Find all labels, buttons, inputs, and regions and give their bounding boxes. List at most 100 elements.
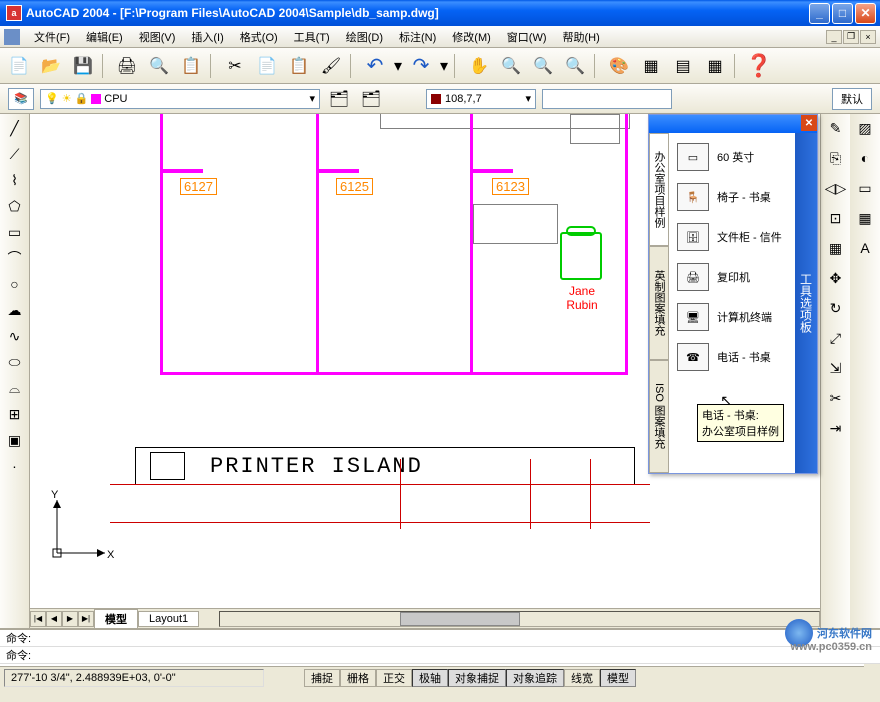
zoom-window-button[interactable]	[560, 51, 590, 81]
status-正交[interactable]: 正交	[376, 669, 412, 687]
copy-obj-button[interactable]: ⎘	[824, 146, 848, 170]
menu-标注(N)[interactable]: 标注(N)	[391, 27, 444, 47]
array-button[interactable]: ▦	[824, 236, 848, 260]
pan-button[interactable]	[464, 51, 494, 81]
tool-palettes-button[interactable]	[668, 51, 698, 81]
mdi-minimize[interactable]: _	[826, 30, 842, 44]
menu-帮助(H)[interactable]: 帮助(H)	[555, 27, 608, 47]
palette-item[interactable]: 🗄文件柜 - 信件	[673, 217, 791, 257]
status-对象追踪[interactable]: 对象追踪	[506, 669, 564, 687]
cmd-scrollbar[interactable]	[864, 664, 880, 702]
print-button[interactable]	[112, 51, 142, 81]
undo-button[interactable]	[360, 51, 390, 81]
publish-button[interactable]	[176, 51, 206, 81]
style-dropdown[interactable]: 默认	[832, 88, 872, 110]
menu-窗口(W)[interactable]: 窗口(W)	[499, 27, 555, 47]
menu-格式(O)[interactable]: 格式(O)	[232, 27, 286, 47]
spline-button[interactable]: ∿	[3, 324, 27, 348]
hatch-button[interactable]: ▨	[853, 116, 877, 140]
tab-nav-last[interactable]: ▶|	[78, 611, 94, 627]
zoom-realtime-button[interactable]	[496, 51, 526, 81]
polygon-button[interactable]: ⬠	[3, 194, 27, 218]
menu-文件(F)[interactable]: 文件(F)	[26, 27, 78, 47]
tab-model[interactable]: 模型	[94, 609, 138, 629]
region-button[interactable]: ▭	[853, 176, 877, 200]
maximize-button[interactable]: □	[832, 3, 853, 24]
new-button[interactable]	[4, 51, 34, 81]
rectangle-button[interactable]: ▭	[3, 220, 27, 244]
status-极轴[interactable]: 极轴	[412, 669, 448, 687]
redo-dropdown[interactable]: ▾	[438, 51, 450, 81]
point-button[interactable]: ·	[3, 454, 27, 478]
menu-编辑(E)[interactable]: 编辑(E)	[78, 27, 131, 47]
palette-item[interactable]: 🪑椅子 - 书桌	[673, 177, 791, 217]
erase-button[interactable]: ✎	[824, 116, 848, 140]
sheet-set-button[interactable]	[700, 51, 730, 81]
palette-item[interactable]: 🖥计算机终端	[673, 297, 791, 337]
palette-close-button[interactable]: ✕	[801, 115, 817, 131]
ellipse-button[interactable]: ⬭	[3, 350, 27, 374]
tab-nav-first[interactable]: |◀	[30, 611, 46, 627]
palette-tab-iso[interactable]: ISO 图案填充	[649, 360, 669, 473]
linetype-dropdown[interactable]	[542, 89, 672, 109]
rotate-button[interactable]: ↻	[824, 296, 848, 320]
command-line[interactable]: 命令: 命令:	[0, 628, 880, 666]
mdi-close[interactable]: ×	[860, 30, 876, 44]
tab-layout1[interactable]: Layout1	[138, 611, 199, 627]
make-block-button[interactable]: ▣	[3, 428, 27, 452]
revcloud-button[interactable]: ☁	[3, 298, 27, 322]
layer-states-button[interactable]: 🗂	[358, 88, 384, 110]
circle-button[interactable]: ○	[3, 272, 27, 296]
palette-item[interactable]: ▭60 英寸	[673, 137, 791, 177]
mtext-button[interactable]: A	[853, 236, 877, 260]
menu-插入(I)[interactable]: 插入(I)	[183, 27, 231, 47]
tab-nav-next[interactable]: ▶	[62, 611, 78, 627]
redo-button[interactable]	[406, 51, 436, 81]
palette-item[interactable]: ☎电话 - 书桌	[673, 337, 791, 377]
status-模型[interactable]: 模型	[600, 669, 636, 687]
save-button[interactable]	[68, 51, 98, 81]
gradient-button[interactable]: ◐	[853, 146, 877, 170]
ellipse-arc-button[interactable]: ⌓	[3, 376, 27, 400]
layer-manager-button[interactable]: 📚	[8, 88, 34, 110]
menu-修改(M)[interactable]: 修改(M)	[444, 27, 499, 47]
palette-item[interactable]: 🖨复印机	[673, 257, 791, 297]
stretch-button[interactable]: ⇲	[824, 356, 848, 380]
trim-button[interactable]: ✂	[824, 386, 848, 410]
designcenter-button[interactable]	[636, 51, 666, 81]
status-线宽[interactable]: 线宽	[564, 669, 600, 687]
layer-previous-button[interactable]: 🗂	[326, 88, 352, 110]
properties-button[interactable]	[604, 51, 634, 81]
offset-button[interactable]: ⊡	[824, 206, 848, 230]
copy-button[interactable]	[252, 51, 282, 81]
table-button[interactable]: ▦	[853, 206, 877, 230]
status-对象捕捉[interactable]: 对象捕捉	[448, 669, 506, 687]
mdi-restore[interactable]: ❐	[843, 30, 859, 44]
move-button[interactable]: ✥	[824, 266, 848, 290]
status-捕捉[interactable]: 捕捉	[304, 669, 340, 687]
line-button[interactable]: ╱	[3, 116, 27, 140]
extend-button[interactable]: ⇥	[824, 416, 848, 440]
layer-dropdown[interactable]: 💡 ☀ 🔒 CPU ▾	[40, 89, 320, 109]
minimize-button[interactable]: _	[809, 3, 830, 24]
print-preview-button[interactable]	[144, 51, 174, 81]
color-dropdown[interactable]: 108,7,7 ▾	[426, 89, 536, 109]
polyline-button[interactable]: ⌇	[3, 168, 27, 192]
status-栅格[interactable]: 栅格	[340, 669, 376, 687]
arc-button[interactable]: ⌒	[3, 246, 27, 270]
menu-绘图(D)[interactable]: 绘图(D)	[338, 27, 391, 47]
horizontal-scrollbar[interactable]	[219, 611, 820, 627]
insert-block-button[interactable]: ⊞	[3, 402, 27, 426]
xline-button[interactable]: ⟋	[3, 142, 27, 166]
palette-tab-office[interactable]: 办公室项目样例	[649, 133, 669, 246]
menu-工具(T)[interactable]: 工具(T)	[286, 27, 338, 47]
cut-button[interactable]	[220, 51, 250, 81]
undo-dropdown[interactable]: ▾	[392, 51, 404, 81]
scale-button[interactable]: ⤢	[824, 326, 848, 350]
close-button[interactable]: ✕	[855, 3, 876, 24]
palette-title[interactable]: 工具选项板	[795, 133, 817, 473]
match-props-button[interactable]	[316, 51, 346, 81]
menu-视图(V)[interactable]: 视图(V)	[131, 27, 184, 47]
palette-tab-imperial[interactable]: 英制图案填充	[649, 246, 669, 359]
open-button[interactable]	[36, 51, 66, 81]
